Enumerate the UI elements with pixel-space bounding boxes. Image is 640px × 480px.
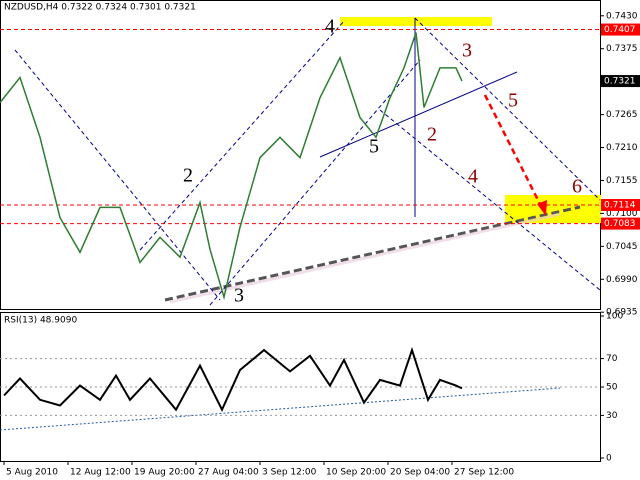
channel [139, 19, 346, 251]
x-tick-label: 12 Aug 12:00 [70, 468, 131, 478]
price-tag [601, 23, 640, 36]
series-line [3, 346, 463, 413]
y-tick-label: 0.7375 [606, 44, 638, 54]
price-pane [0, 0, 601, 310]
price-tag-label: 0.7407 [604, 25, 636, 35]
channel [209, 59, 421, 306]
wave-label: 2 [183, 165, 193, 187]
price-tag [601, 75, 640, 88]
rsi-trend [0, 387, 561, 431]
price-tag-label: 0.7321 [604, 77, 636, 87]
x-tick-label: 10 Sep 20:00 [326, 468, 386, 478]
trend-line [319, 71, 518, 158]
wave-label: 3 [462, 40, 472, 62]
price-tag [601, 199, 640, 212]
drawings [0, 17, 601, 431]
y-tick-label: 0.7100 [606, 209, 638, 219]
trend-line [164, 205, 581, 302]
target-zone [505, 195, 601, 223]
wave-label: 2 [427, 124, 437, 146]
y-tick-label: 100 [606, 312, 623, 322]
y-tick-label: 0 [606, 454, 612, 464]
y-tick-label: 30 [606, 411, 618, 421]
arrowhead [537, 200, 547, 216]
y-tick-label: 50 [606, 383, 618, 393]
y-tick-label: 0.7265 [606, 110, 638, 120]
x-tick-label: 19 Aug 20:00 [134, 468, 195, 478]
y-tick-label: 0.7430 [606, 11, 638, 21]
x-tick-label: 27 Aug 04:00 [198, 468, 259, 478]
wave-label: 3 [234, 285, 244, 307]
y-tick-label: 0.7210 [606, 143, 638, 153]
forecast-arrow [483, 94, 545, 211]
y-tick-label: 0.7045 [606, 242, 638, 252]
rsi-title: RSI(13) 48.9090 [4, 316, 77, 326]
channel [379, 109, 601, 291]
chart-title: NZDUSD,H4 0.7322 0.7324 0.7301 0.7321 [4, 3, 196, 13]
price-tag-label: 0.7083 [604, 219, 636, 229]
y-tick-label: 70 [606, 354, 618, 364]
y-tick-label: 0.6935 [606, 308, 638, 318]
y-tick-label: 0.7155 [606, 176, 638, 186]
price-tag-label: 0.7114 [604, 201, 636, 211]
x-tick-label: 5 Aug 2010 [6, 468, 58, 478]
price-tag [601, 217, 640, 230]
highlight [340, 17, 492, 26]
series-line [0, 32, 463, 301]
wave-label: 5 [369, 136, 379, 158]
channel [14, 49, 221, 301]
channel [414, 17, 601, 201]
trend-shadow [169, 212, 561, 304]
wave-label: 5 [508, 90, 518, 112]
x-tick-label: 3 Sep 12:00 [262, 468, 317, 478]
x-tick-label: 27 Sep 12:00 [454, 468, 514, 478]
wave-label: 6 [572, 176, 582, 198]
wave-label: 4 [325, 16, 335, 38]
wave-label: 4 [468, 166, 478, 188]
y-tick-label: 0.6990 [606, 275, 638, 285]
x-tick-label: 20 Sep 04:00 [390, 468, 450, 478]
